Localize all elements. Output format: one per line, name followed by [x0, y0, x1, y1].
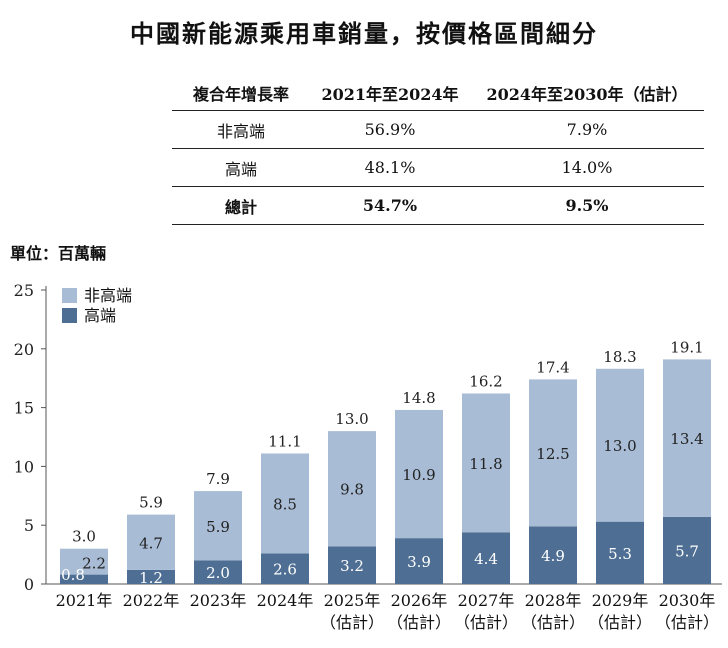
data-label-premium: 3.2 [340, 557, 364, 575]
cagr-row-label: 高端 [172, 148, 310, 187]
bar-non-premium [395, 409, 443, 539]
data-label-total: 7.9 [206, 470, 230, 488]
data-label-total: 19.1 [670, 338, 703, 356]
data-label-total: 5.9 [139, 494, 163, 512]
x-tick-sublabel: （估計） [454, 613, 518, 632]
cagr-header-metric: 複合年增長率 [172, 76, 310, 111]
data-label-total: 3.0 [72, 528, 96, 546]
data-label-premium: 4.4 [474, 550, 498, 568]
cagr-row-premium: 高端 48.1% 14.0% [172, 148, 704, 187]
cagr-header-2021-2024: 2021年至2024年 [310, 76, 470, 111]
data-label-non-premium: 5.9 [206, 518, 230, 536]
bar-non-premium [328, 431, 376, 547]
bar-premium [529, 526, 577, 584]
bar-premium [261, 553, 309, 584]
unit-label: 單位：百萬輛 [10, 244, 107, 263]
data-label-premium: 1.2 [139, 569, 163, 587]
chart-title: 中國新能源乘用車銷量，按價格區間細分 [130, 20, 598, 48]
bar-non-premium [663, 359, 711, 517]
data-label-total: 13.0 [335, 410, 368, 428]
y-tick-label: 10 [14, 457, 34, 476]
x-tick-sublabel: （估計） [655, 613, 719, 632]
x-tick-sublabel: （估計） [320, 613, 384, 632]
bar-non-premium [60, 548, 108, 575]
cagr-value: 48.1% [310, 148, 470, 187]
data-label-total: 14.8 [402, 389, 435, 407]
cagr-value: 54.7% [310, 186, 470, 225]
data-label-non-premium: 13.4 [670, 430, 703, 448]
cagr-value: 9.5% [470, 186, 704, 225]
data-label-non-premium: 10.9 [402, 466, 435, 484]
bar-premium [462, 532, 510, 584]
x-tick-sublabel: （估計） [387, 613, 451, 632]
bar-non-premium [596, 368, 644, 522]
data-label-total: 16.2 [469, 372, 502, 390]
x-tick-label: 2025年 [324, 591, 381, 610]
data-label-premium: 0.8 [61, 566, 85, 584]
data-label-premium: 5.7 [675, 542, 699, 560]
x-tick-label: 2028年 [525, 591, 582, 610]
cagr-value: 56.9% [310, 110, 470, 149]
data-label-non-premium: 11.8 [469, 455, 502, 473]
data-label-premium: 4.9 [541, 547, 565, 565]
cagr-header-2024-2030: 2024年至2030年（估計） [470, 76, 704, 111]
cagr-table: 複合年增長率 2021年至2024年 2024年至2030年（估計） 非高端 5… [172, 76, 704, 225]
data-label-non-premium: 13.0 [603, 437, 636, 455]
x-tick-label: 2021年 [56, 591, 113, 610]
bar-non-premium [261, 453, 309, 554]
data-label-total: 11.1 [268, 432, 301, 450]
y-tick-label: 25 [14, 281, 34, 300]
data-label-premium: 2.6 [273, 561, 297, 579]
data-label-total: 17.4 [536, 358, 569, 376]
data-label-non-premium: 4.7 [139, 534, 163, 552]
y-tick-label: 0 [24, 575, 34, 594]
data-label-premium: 2.0 [206, 564, 230, 582]
x-tick-label: 2030年 [659, 591, 716, 610]
cagr-header-row: 複合年增長率 2021年至2024年 2024年至2030年（估計） [172, 76, 704, 111]
data-label-total: 18.3 [603, 348, 636, 366]
bar-non-premium [462, 393, 510, 533]
bar-premium [328, 546, 376, 584]
bar-premium [395, 538, 443, 584]
data-label-premium: 3.9 [407, 553, 431, 571]
legend-swatch-non-premium [62, 288, 77, 303]
bar-non-premium [194, 491, 242, 561]
legend-swatch-premium [62, 308, 77, 323]
x-tick-label: 2026年 [391, 591, 448, 610]
bar-premium [127, 569, 175, 584]
y-tick-label: 5 [24, 516, 34, 535]
stacked-bar-chart: 0 5 10 15 20 25 0.82.2 3.0 2021年 1.2 4.7 5.9 2022年 2.… [14, 281, 722, 632]
bar-non-premium [127, 514, 175, 570]
cagr-row-non-premium: 非高端 56.9% 7.9% [172, 110, 704, 149]
bar-premium [194, 560, 242, 584]
bar-non-premium [529, 379, 577, 527]
legend-label-premium: 高端 [84, 306, 116, 325]
y-tick-label: 15 [14, 399, 34, 418]
bar-premium [60, 574, 108, 584]
bar-premium [596, 521, 644, 584]
bar-premium [663, 516, 711, 584]
cagr-row-total: 總計 54.7% 9.5% [172, 186, 704, 225]
data-label-non-premium: 8.5 [273, 495, 297, 513]
x-tick-sublabel: （估計） [588, 613, 652, 632]
cagr-row-label: 總計 [172, 186, 310, 225]
legend-label-non-premium: 非高端 [84, 286, 132, 305]
x-tick-label: 2024年 [257, 591, 314, 610]
data-label-non-premium: 2.2 [82, 555, 106, 573]
x-tick-sublabel: （估計） [521, 613, 585, 632]
data-label-non-premium: 12.5 [536, 445, 569, 463]
data-label-premium: 5.3 [608, 545, 632, 563]
y-tick-label: 20 [14, 340, 34, 359]
data-label-non-premium: 9.8 [340, 481, 364, 499]
cagr-row-label: 非高端 [172, 110, 310, 149]
x-tick-label: 2029年 [592, 591, 649, 610]
x-tick-label: 2022年 [123, 591, 180, 610]
x-tick-label: 2023年 [190, 591, 247, 610]
cagr-value: 7.9% [470, 110, 704, 149]
cagr-value: 14.0% [470, 148, 704, 187]
x-tick-label: 2027年 [458, 591, 515, 610]
